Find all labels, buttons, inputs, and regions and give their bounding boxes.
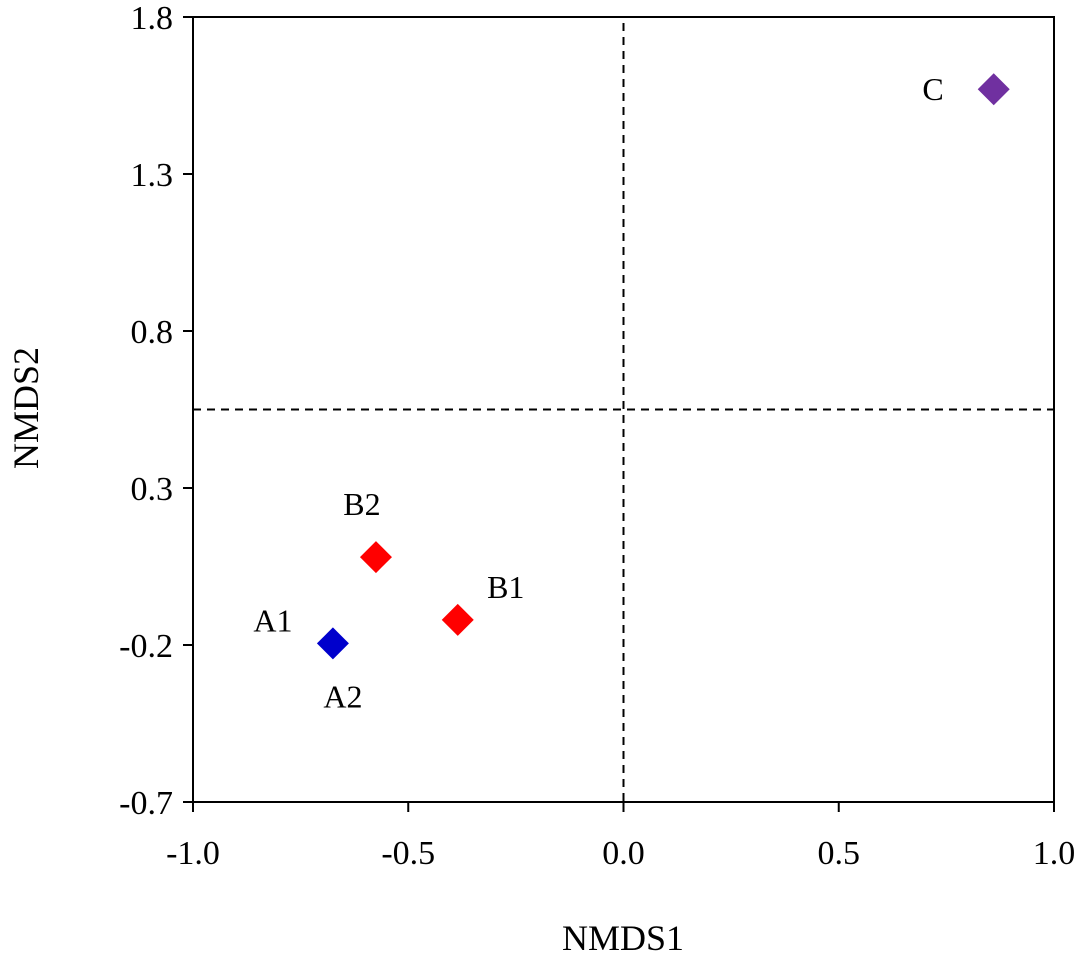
point-marker-b2 [359, 541, 392, 574]
x-tick-label: -0.5 [381, 835, 435, 872]
x-axis-label: NMDS1 [562, 918, 684, 955]
y-tick-label: 0.8 [131, 314, 174, 351]
point-label-b1: B1 [487, 569, 524, 605]
point-marker-c [977, 73, 1010, 106]
point-label-a1: A1 [253, 602, 292, 638]
point-label-b2: B2 [343, 486, 380, 522]
plot-area: -0.7 -0.2 0.3 0.8 1.3 1.8 -1.0 -0.5 0.0 0.5 1.0 A1 A… [119, 0, 1075, 872]
x-tick-label: 0.5 [818, 835, 861, 872]
point-label-a2: A2 [323, 678, 362, 714]
y-tick-label: 1.8 [131, 0, 174, 37]
x-tick-label: -1.0 [166, 835, 220, 872]
point-marker-a1 [316, 627, 349, 660]
x-tick-label: 1.0 [1033, 835, 1076, 872]
y-tick-label: -0.2 [119, 628, 173, 665]
y-tick-label: 0.3 [131, 471, 174, 508]
point-label-c: C [922, 71, 943, 107]
y-axis-label: NMDS2 [6, 347, 46, 469]
point-marker-b1 [441, 603, 474, 636]
x-tick-label: 0.0 [602, 835, 645, 872]
y-tick-label: 1.3 [131, 157, 174, 194]
y-tick-label: -0.7 [119, 785, 173, 822]
